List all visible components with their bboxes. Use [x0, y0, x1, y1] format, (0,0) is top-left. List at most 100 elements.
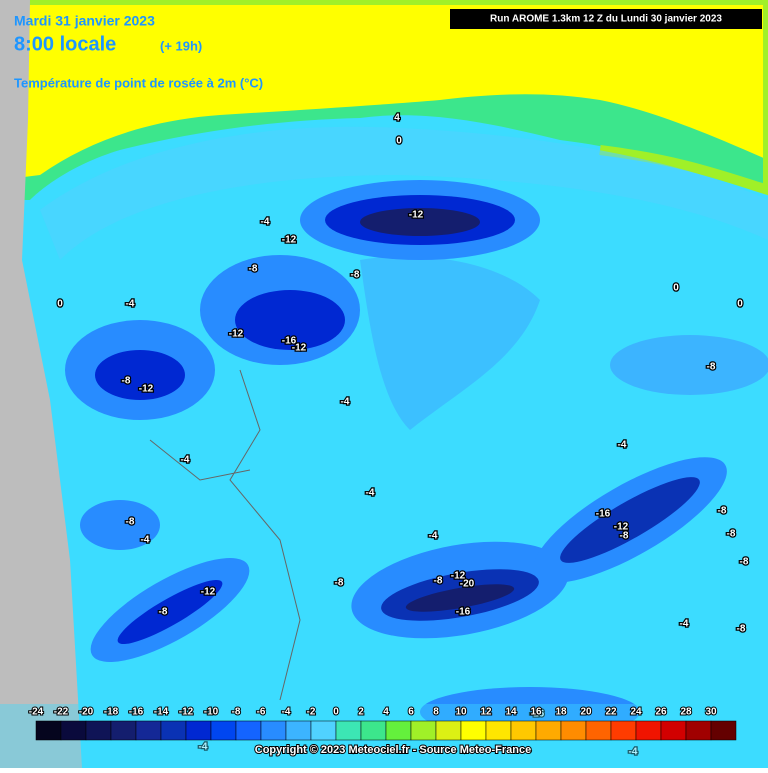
contour-label: -4 [341, 397, 350, 408]
scale-tick-label: -14 [154, 707, 169, 718]
contour-label: -12 [451, 571, 466, 582]
scale-tick-label: 20 [580, 707, 592, 718]
contour-label: 4 [394, 113, 400, 124]
scale-tick-label: -6 [257, 707, 266, 718]
color-scale: -24 -22 -20 -18 -16 -14 -12 -10 -8 -6 -4 -2 0 2 4 6 8 10 1… [28, 706, 737, 741]
contour-label: -4 [629, 747, 638, 758]
scale-tick-label: 6 [408, 707, 414, 718]
scale-swatch [435, 720, 462, 741]
scale-swatch [385, 720, 412, 741]
scale-swatch [410, 720, 437, 741]
contour-label: -4 [618, 440, 627, 451]
contour-label: -16 [530, 709, 545, 720]
time: 8:00 locale [14, 33, 116, 55]
run-box [450, 9, 762, 29]
contour-label: -8 [122, 376, 131, 387]
lead-time: (+ 19h) [160, 38, 202, 53]
scale-tick-label: -22 [54, 707, 69, 718]
contour-label: -4 [141, 535, 150, 546]
contour-label: -20 [460, 579, 475, 590]
scale-tick-label: -2 [307, 707, 316, 718]
scale-swatch [685, 720, 712, 741]
scale-swatch [460, 720, 487, 741]
contour-labels: 40-12-4-12-8-8-4000-12-16-12-8-12-8-4-4-… [56, 111, 750, 759]
scale-swatch [560, 720, 587, 741]
scale-tick-label: 22 [605, 707, 617, 718]
scale-tick-label: -18 [104, 707, 119, 718]
scale-tick-label: 0 [333, 707, 339, 718]
scale-swatch [235, 720, 262, 741]
contour-label: -8 [727, 529, 736, 540]
contour-label: -12 [139, 384, 154, 395]
contour-label: -12 [409, 210, 424, 221]
scale-swatch [185, 720, 212, 741]
scale-swatch [710, 720, 737, 741]
contour-label: -12 [614, 522, 629, 533]
field-name: Température de point de rosée à 2m (°C) [14, 75, 263, 90]
contour-label: 0 [673, 283, 679, 294]
scale-swatch [660, 720, 687, 741]
contour-label: -4 [199, 742, 208, 753]
scale-swatch [60, 720, 87, 741]
scale-swatch [635, 720, 662, 741]
contour-label: -8 [249, 264, 258, 275]
scale-tick-label: 10 [455, 707, 467, 718]
scale-swatch [160, 720, 187, 741]
contour-label: -16 [596, 509, 611, 520]
contour-label: -4 [680, 619, 689, 630]
scale-swatch [110, 720, 137, 741]
contour-label: -8 [620, 531, 629, 542]
copyright: Copyright © 2023 Meteociel.fr - Source M… [255, 744, 531, 756]
contour-label: -8 [434, 576, 443, 587]
region [360, 256, 540, 430]
contour-label: -12 [292, 343, 307, 354]
scale-tick-label: 16 [530, 707, 542, 718]
scale-tick-label: 12 [480, 707, 492, 718]
contour-label: -8 [159, 607, 168, 618]
contour-label: -8 [707, 362, 716, 373]
contour-label: -8 [740, 557, 749, 568]
scale-swatch [535, 720, 562, 741]
contour-label: -16 [456, 607, 471, 618]
scale-swatch [335, 720, 362, 741]
run-info: Run AROME 1.3km 12 Z du Lundi 30 janvier… [490, 14, 722, 25]
scale-tick-label: 24 [630, 707, 642, 718]
scale-tick-label: 14 [505, 707, 517, 718]
contour-label: 0 [737, 299, 743, 310]
contour-label: -8 [351, 270, 360, 281]
contour-label: -4 [181, 455, 190, 466]
low-zones [65, 180, 768, 737]
scale-swatch [85, 720, 112, 741]
scale-tick-label: -12 [179, 707, 194, 718]
sea [0, 0, 768, 180]
contour-label: 0 [396, 136, 402, 147]
scale-tick-label: 2 [358, 707, 364, 718]
scale-tick-label: 4 [383, 707, 389, 718]
scale-tick-label: 18 [555, 707, 567, 718]
scale-swatch [310, 720, 337, 741]
contour-label: 0 [57, 299, 63, 310]
contour-label: -4 [429, 531, 438, 542]
scale-swatch [35, 720, 62, 741]
outside-domain [0, 0, 82, 768]
scale-swatch [260, 720, 287, 741]
band [40, 126, 768, 260]
contour-label: -12 [201, 587, 216, 598]
contour-label: -4 [366, 488, 375, 499]
scale-tick-label: -8 [232, 707, 241, 718]
scale-tick-label: 30 [705, 707, 717, 718]
scale-tick-label: 8 [433, 707, 439, 718]
contour-label: -8 [126, 517, 135, 528]
contour-label: -8 [718, 506, 727, 517]
contour-label: -16 [282, 336, 297, 347]
scale-swatch [285, 720, 312, 741]
scale-tick-label: -24 [29, 707, 44, 718]
scale-swatch [510, 720, 537, 741]
date: Mardi 31 janvier 2023 [14, 13, 155, 29]
contour-label: -4 [126, 299, 135, 310]
scale-tick-label: -20 [79, 707, 94, 718]
scale-swatch [135, 720, 162, 741]
scale-tick-label: 28 [680, 707, 692, 718]
border [149, 369, 301, 701]
